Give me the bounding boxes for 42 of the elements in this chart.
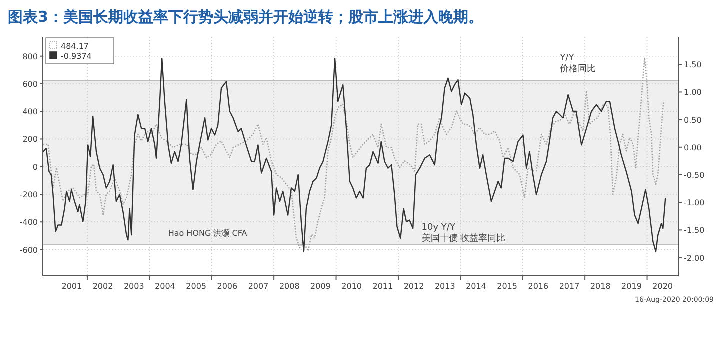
y2-tick-label: -0.50 [684,170,705,180]
annotation: Hao HONG 洪灏 CFA [168,228,248,238]
y-tick-label: 400 [22,108,38,117]
x-tick-label: 2017 [559,282,580,291]
y-tick-label: 200 [22,135,38,144]
legend-label: 484.17 [61,42,89,51]
x-tick-label: 2014 [466,282,486,291]
x-tick-label: 2011 [372,282,394,291]
legend-label: -0.9374 [61,52,92,61]
annotation: Y/Y 价格同比 [559,53,596,74]
x-tick-label: 2008 [279,282,300,291]
x-tick-label: 2013 [434,282,456,291]
x-tick-label: 2016 [528,282,549,291]
x-tick-label: 2015 [497,282,518,291]
y2-tick-label: 0.00 [684,143,702,152]
y-tick-label: -400 [20,218,38,228]
x-tick-label: 2004 [155,282,176,291]
annotation: 10y Y/Y 美国十债 收益率同比 [422,223,506,244]
y2-tick-label: 0.50 [684,116,702,125]
x-tick-label: 2007 [248,282,269,291]
x-tick-label: 2005 [186,282,207,291]
y2-tick-label: -1.00 [684,198,705,208]
y-tick-label: -200 [20,190,38,200]
x-tick-label: 2012 [404,282,424,291]
y2-tick-label: 1.00 [684,88,702,98]
x-tick-label: 2002 [92,282,114,291]
x-tick-label: 2018 [590,282,611,291]
y-tick-label: 800 [22,52,38,62]
y2-tick-label: 1.50 [684,60,702,70]
y2-tick-label: -2.00 [684,254,705,263]
y-tick-label: 0 [32,162,38,172]
title: 图表3：美国长期收益率下行势头减弱并开始逆转；股市上涨进入晚期。 [8,8,484,26]
y2-tick-label: -1.50 [684,226,705,236]
x-tick-label: 2009 [310,282,331,291]
x-tick-label: 2010 [342,282,362,291]
x-tick-label: 2019 [622,282,642,291]
x-tick-label: 2003 [124,282,144,291]
x-tick-label: 2001 [62,282,82,291]
y-tick-label: 600 [22,80,38,89]
x-tick-label: 2020 [652,282,674,291]
x-tick-label: 2006 [217,282,238,291]
y-tick-label: -600 [20,246,38,255]
